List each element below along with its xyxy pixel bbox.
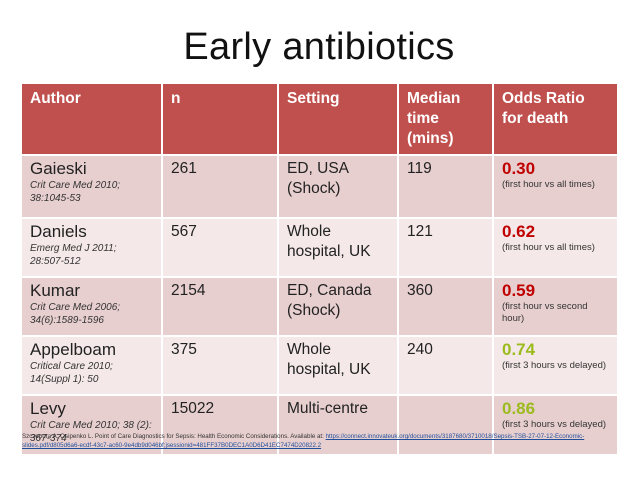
odds-ratio-value: 0.74 [502, 340, 536, 359]
author-name: Kumar [30, 281, 81, 300]
header-setting: Setting [278, 84, 399, 155]
odds-ratio-cell: 0.59 (first hour vs second hour) [493, 276, 617, 336]
n-cell: 261 [162, 154, 279, 218]
reference-link[interactable]: https://connect.innovateuk.org/documents… [22, 433, 585, 449]
slide-title: Early antibiotics [183, 26, 455, 68]
median-time-cell: 121 [398, 217, 494, 277]
author-name: Levy [30, 399, 66, 418]
author-citation: Crit Care Med 2010; 38 (2): 367-374 [30, 420, 152, 444]
setting-cell: Whole hospital, UK [278, 335, 399, 395]
odds-ratio-comparison: (first hour vs all times) [502, 179, 595, 190]
odds-ratio-cell: 0.30 (first hour vs all times) [493, 154, 617, 218]
author-cell: Daniels Emerg Med J 2011; 28:507-512 [22, 217, 163, 277]
table-row: Levy Crit Care Med 2010; 38 (2): 367-374… [22, 394, 617, 454]
odds-ratio-value: 0.62 [502, 222, 536, 241]
antibiotics-table: Author n Setting Median time (mins) Odds… [22, 84, 617, 454]
median-time-cell: 119 [398, 154, 494, 218]
median-time-cell: 240 [398, 335, 494, 395]
author-cell: Appelboam Critical Care 2010; 14(Suppl 1… [22, 335, 163, 395]
odds-ratio-comparison: (first 3 hours vs delayed) [502, 419, 607, 430]
header-median-time: Median time (mins) [398, 84, 494, 155]
setting-cell: ED, Canada (Shock) [278, 276, 399, 336]
author-name: Appelboam [30, 340, 117, 359]
author-citation: Emerg Med J 2011; 28:507-512 [30, 243, 117, 267]
table-row: Gaieski Crit Care Med 2010; 38:1045-53 2… [22, 154, 617, 218]
header-odds-ratio: Odds Ratio for death [493, 84, 617, 155]
median-time-cell [398, 394, 494, 454]
odds-ratio-cell: 0.86 (first 3 hours vs delayed) [493, 394, 617, 454]
author-citation: Critical Care 2010; 14(Suppl 1): 50 [30, 361, 113, 385]
setting-cell: Multi-centre [278, 394, 399, 454]
reference-text: Szczepura A, Osipenko L. Point of Care D… [22, 433, 324, 440]
author-cell: Gaieski Crit Care Med 2010; 38:1045-53 [22, 154, 163, 218]
odds-ratio-cell: 0.62 (first hour vs all times) [493, 217, 617, 277]
odds-ratio-cell: 0.74 (first 3 hours vs delayed) [493, 335, 617, 395]
table-header-row: Author n Setting Median time (mins) Odds… [22, 84, 617, 155]
odds-ratio-value: 0.86 [502, 399, 536, 418]
n-cell: 2154 [162, 276, 279, 336]
reference-footnote: Szczepura A, Osipenko L. Point of Care D… [22, 432, 622, 450]
author-citation: Crit Care Med 2010; 38:1045-53 [30, 180, 121, 204]
odds-ratio-value: 0.59 [502, 281, 536, 300]
odds-ratio-comparison: (first hour vs second hour) [502, 301, 588, 324]
author-name: Daniels [30, 222, 87, 241]
odds-ratio-comparison: (first hour vs all times) [502, 242, 595, 253]
n-cell: 15022 [162, 394, 279, 454]
author-cell: Levy Crit Care Med 2010; 38 (2): 367-374 [22, 394, 163, 454]
author-citation: Crit Care Med 2006; 34(6):1589-1596 [30, 302, 121, 326]
median-time-cell: 360 [398, 276, 494, 336]
table-row: Appelboam Critical Care 2010; 14(Suppl 1… [22, 335, 617, 395]
odds-ratio-comparison: (first 3 hours vs delayed) [502, 360, 607, 371]
header-n: n [162, 84, 279, 155]
table-row: Kumar Crit Care Med 2006; 34(6):1589-159… [22, 276, 617, 336]
table-row: Daniels Emerg Med J 2011; 28:507-512 567… [22, 217, 617, 277]
n-cell: 567 [162, 217, 279, 277]
author-cell: Kumar Crit Care Med 2006; 34(6):1589-159… [22, 276, 163, 336]
odds-ratio-value: 0.30 [502, 159, 536, 178]
author-name: Gaieski [30, 159, 87, 178]
setting-cell: ED, USA (Shock) [278, 154, 399, 218]
header-author: Author [22, 84, 163, 155]
n-cell: 375 [162, 335, 279, 395]
setting-cell: Whole hospital, UK [278, 217, 399, 277]
